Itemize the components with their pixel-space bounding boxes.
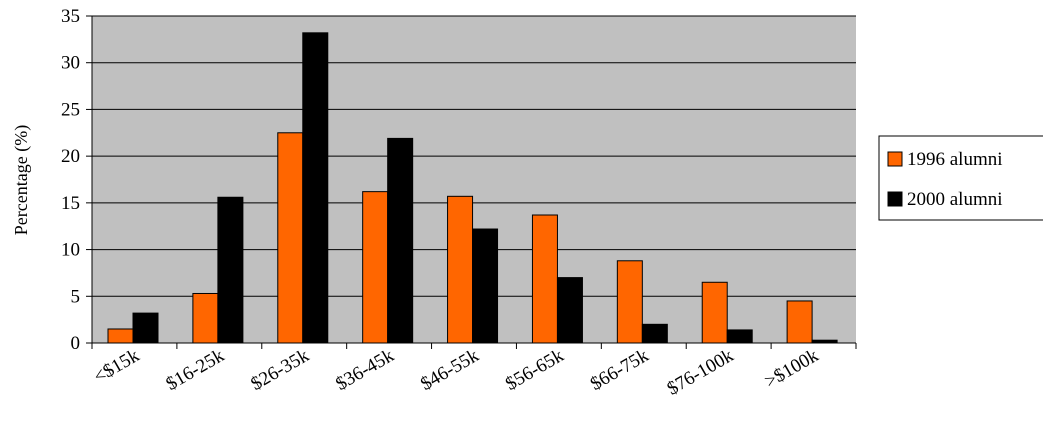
bar-1996-alumni-2	[277, 132, 304, 344]
y-tick-label: 10	[61, 240, 80, 261]
bar-2000-alumni-1	[217, 196, 244, 344]
bar-1996-alumni-3	[362, 191, 389, 344]
bar-2000-alumni-3	[387, 137, 414, 344]
x-tick-label: $36-45k	[332, 345, 398, 395]
bars	[107, 32, 838, 344]
legend-label-2000: 2000 alumni	[907, 189, 1003, 210]
bar-1996-alumni-6	[616, 260, 643, 344]
y-tick-label: 25	[61, 99, 80, 120]
y-tick-label: 15	[61, 193, 80, 214]
y-tick-label: 30	[61, 53, 80, 74]
y-tick-label: 35	[61, 6, 80, 27]
legend-swatch-2000	[887, 191, 903, 207]
x-tick-label: $46-55k	[417, 345, 483, 395]
x-tick-label: $66-75k	[587, 345, 653, 395]
y-axis-ticks: 0 5 10 15 20 25 30 35	[61, 6, 92, 354]
x-axis-ticks: <$15k $16-25k $26-35k $36-45k $46-55k $56-65k…	[90, 343, 857, 400]
y-tick-label: 20	[61, 146, 80, 167]
bar-2000-alumni-5	[556, 277, 583, 344]
x-tick-label: >$100k	[761, 345, 822, 393]
x-tick-label: $76-100k	[664, 345, 738, 400]
legend-box	[878, 135, 1043, 221]
bar-1996-alumni-5	[531, 214, 558, 344]
x-tick-label: <$15k	[90, 345, 143, 388]
x-tick-label: $16-25k	[162, 345, 228, 395]
bar-1996-alumni-0	[107, 328, 134, 344]
y-tick-label: 0	[71, 333, 81, 354]
bar-2000-alumni-2	[302, 32, 329, 344]
bar-2000-alumni-7	[726, 329, 753, 344]
y-tick-label: 5	[71, 286, 81, 307]
legend-swatch-1996	[887, 151, 903, 167]
bar-1996-alumni-1	[192, 292, 219, 344]
bar-2000-alumni-4	[472, 228, 499, 344]
bar-1996-alumni-4	[447, 195, 474, 344]
bar-2000-alumni-6	[641, 323, 668, 344]
x-tick-label: $26-35k	[247, 345, 313, 395]
legend-label-1996: 1996 alumni	[907, 149, 1003, 170]
bar-1996-alumni-8	[786, 300, 813, 344]
x-tick-label: $56-65k	[502, 345, 568, 395]
bar-1996-alumni-7	[701, 281, 728, 344]
y-axis-label: Percentage (%)	[11, 125, 32, 235]
legend: 1996 alumni 2000 alumni	[878, 135, 1043, 221]
bar-2000-alumni-0	[132, 312, 159, 344]
